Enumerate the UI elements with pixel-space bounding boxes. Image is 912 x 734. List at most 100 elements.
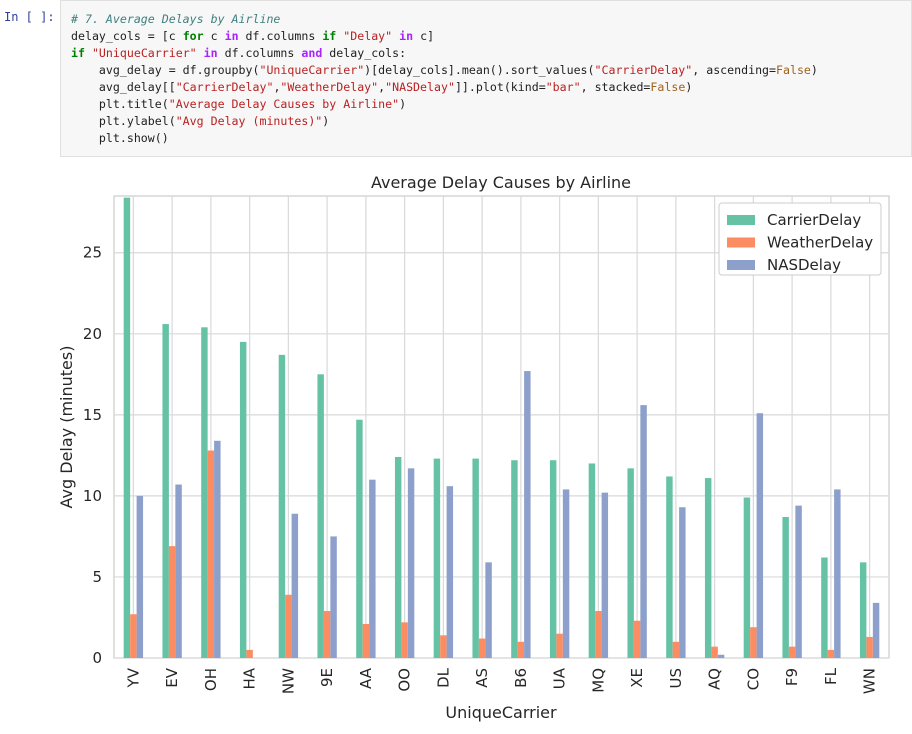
code-token: plt.show() xyxy=(71,131,169,145)
bar-CarrierDelay-YV xyxy=(123,197,131,659)
code-line: # 7. Average Delays by Airline xyxy=(71,11,818,28)
bar-WeatherDelay-XE xyxy=(633,620,641,658)
code-token: "bar" xyxy=(545,80,581,94)
bar-CarrierDelay-OH xyxy=(201,327,208,658)
code-token: for xyxy=(182,29,204,43)
y-tick-label: 25 xyxy=(83,244,102,262)
code-token: , xyxy=(378,80,386,94)
y-tick-label: 0 xyxy=(92,649,102,667)
code-token: "CarrierDelay" xyxy=(594,63,693,77)
x-tick-label: B6 xyxy=(512,668,530,688)
bar-NASDelay-F9 xyxy=(795,505,802,658)
code-line: avg_delay = df.groupby("UniqueCarrier")[… xyxy=(71,62,818,79)
bar-NASDelay-B6 xyxy=(524,371,531,658)
x-tick-label: US xyxy=(667,668,685,689)
x-tick-label: AS xyxy=(473,668,491,688)
code-token: "Delay" xyxy=(343,29,393,43)
x-tick-label: CO xyxy=(744,668,762,690)
bar-CarrierDelay-AS xyxy=(472,458,479,658)
x-axis-label: UniqueCarrier xyxy=(445,703,557,722)
bar-WeatherDelay-EV xyxy=(168,546,176,658)
bar-CarrierDelay-US xyxy=(666,476,673,658)
code-line: delay_cols = [c for c in df.columns if "… xyxy=(71,28,818,45)
bar-CarrierDelay-AA xyxy=(356,419,363,658)
code-token: avg_delay = df.groupby( xyxy=(71,63,260,77)
code-token: "WeatherDelay" xyxy=(280,80,379,94)
code-token: "CarrierDelay" xyxy=(175,80,274,94)
x-tick-label: UA xyxy=(551,667,569,689)
y-tick-label: 20 xyxy=(83,325,102,343)
bar-CarrierDelay-EV xyxy=(162,324,169,658)
code-token: in xyxy=(399,29,414,43)
code-line: plt.ylabel("Avg Delay (minutes)") xyxy=(71,113,818,130)
cell-output: 0 5 10 15 20 25 YV EV OH HA NW 9E AA OO DL AS B6 UA MQ XE U… xyxy=(40,165,912,730)
bar-WeatherDelay-UA xyxy=(556,633,563,658)
bar-NASDelay-AQ xyxy=(717,654,725,658)
bar-WeatherDelay-YV xyxy=(130,614,137,658)
bar-NASDelay-WN xyxy=(872,602,880,658)
x-tick-label: OO xyxy=(396,668,414,692)
code-cell[interactable]: # 7. Average Delays by Airline delay_cols… xyxy=(60,0,912,157)
legend-swatch-CarrierDelay xyxy=(727,215,755,225)
x-tick-label: DL xyxy=(434,667,452,688)
code-token: , xyxy=(273,80,281,94)
code-line: plt.title("Average Delay Causes by Airli… xyxy=(71,96,818,113)
bar-NASDelay-OH xyxy=(214,440,221,658)
cell-prompt: In [ ]: xyxy=(4,10,55,24)
bar-WeatherDelay-DL xyxy=(440,635,447,658)
code-token: in xyxy=(203,46,218,60)
code-token: delay_cols = [c xyxy=(71,29,183,43)
bar-NASDelay-9E xyxy=(330,536,337,658)
code-token: "UniqueCarrier" xyxy=(259,63,365,77)
code-token xyxy=(197,46,204,60)
bar-WeatherDelay-NW xyxy=(285,594,292,658)
x-tick-label: WN xyxy=(861,668,879,694)
bar-CarrierDelay-FL xyxy=(821,557,828,658)
code-token: "Avg Delay (minutes)" xyxy=(175,114,323,128)
bar-NASDelay-FL xyxy=(834,489,841,658)
bar-WeatherDelay-AA xyxy=(362,623,370,658)
y-tick-label: 10 xyxy=(83,487,102,505)
code-token: "NASDelay" xyxy=(385,80,455,94)
bar-WeatherDelay-HA xyxy=(246,649,253,658)
bar-CarrierDelay-B6 xyxy=(511,460,518,658)
code-token: c xyxy=(203,29,225,43)
code-token: df.columns xyxy=(238,29,323,43)
bar-NASDelay-UA xyxy=(562,489,570,658)
code-line: avg_delay[["CarrierDelay","WeatherDelay"… xyxy=(71,79,818,96)
bar-WeatherDelay-OO xyxy=(401,622,408,658)
x-tick-label: HA xyxy=(241,667,259,689)
y-axis-label: Avg Delay (minutes) xyxy=(57,346,76,509)
x-axis-ticks: YV EV OH HA NW 9E AA OO DL AS B6 UA MQ XE US AQ CO F9 FL WN xyxy=(124,667,878,694)
code-token: )[delay_cols].mean().sort_values( xyxy=(364,63,595,77)
code-token: ) xyxy=(685,80,693,94)
bar-WeatherDelay-FL xyxy=(827,649,835,658)
code-token: , ascending= xyxy=(692,63,777,77)
code-token: False xyxy=(776,63,811,77)
bar-NASDelay-NW xyxy=(291,513,299,658)
bar-WeatherDelay-9E xyxy=(323,610,331,658)
bar-NASDelay-OO xyxy=(407,468,415,658)
x-tick-label: AQ xyxy=(706,668,724,690)
y-tick-label: 15 xyxy=(83,406,102,424)
code-token: if xyxy=(322,29,337,43)
bar-CarrierDelay-DL xyxy=(433,458,441,658)
legend-label: WeatherDelay xyxy=(767,234,873,252)
code-line: plt.show() xyxy=(71,130,818,147)
bar-CarrierDelay-UA xyxy=(549,460,557,658)
y-axis-ticks: 0 5 10 15 20 25 xyxy=(83,244,102,667)
code-editor[interactable]: # 7. Average Delays by Airline delay_cols… xyxy=(71,11,818,147)
legend-label: CarrierDelay xyxy=(767,211,861,229)
chart-title: Average Delay Causes by Airline xyxy=(371,173,631,192)
bar-WeatherDelay-OH xyxy=(207,450,215,658)
code-token: ) xyxy=(810,63,818,77)
x-tick-label: NW xyxy=(279,668,297,694)
bar-NASDelay-YV xyxy=(136,495,144,658)
code-token: avg_delay[[ xyxy=(71,80,176,94)
bar-WeatherDelay-US xyxy=(672,641,680,658)
code-token: , stacked= xyxy=(580,80,651,94)
bar-CarrierDelay-MQ xyxy=(588,463,596,658)
bar-CarrierDelay-9E xyxy=(317,374,324,658)
code-token: if xyxy=(71,46,85,60)
bar-CarrierDelay-WN xyxy=(859,562,867,658)
